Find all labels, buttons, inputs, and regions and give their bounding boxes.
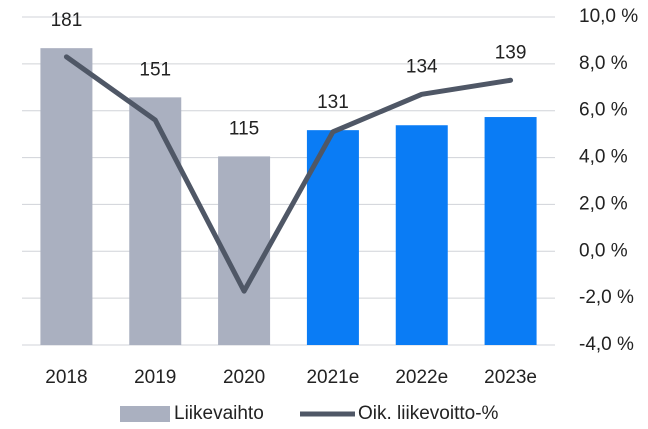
- x-tick-label: 2020: [223, 367, 265, 388]
- x-tick-label: 2018: [45, 367, 87, 388]
- bar: [218, 156, 271, 345]
- legend-label: Liikevaihto: [174, 403, 264, 424]
- bar-value-label: 181: [51, 10, 83, 31]
- bar-value-label: 115: [229, 118, 259, 139]
- bar-value-label: 134: [406, 56, 438, 77]
- bar: [484, 117, 537, 345]
- bar: [40, 48, 93, 345]
- y2-tick-label: 2,0 %: [579, 193, 628, 214]
- x-tick-label: 2021e: [306, 367, 359, 388]
- y2-tick-label: 6,0 %: [579, 100, 628, 121]
- bar-value-label: 151: [139, 59, 171, 80]
- x-tick-label: 2019: [134, 367, 176, 388]
- y2-tick-label: 10,0 %: [579, 6, 638, 27]
- line: [63, 54, 514, 294]
- x-tick-label: 2022e: [395, 367, 448, 388]
- legend-label: Oik. liikevoitto-%: [358, 403, 499, 424]
- legend-swatch: [120, 406, 170, 422]
- y2-tick-label: -4,0 %: [579, 334, 634, 355]
- bar: [129, 97, 182, 345]
- y2-tick-label: 8,0 %: [579, 53, 628, 74]
- bar-value-label: 139: [495, 42, 527, 63]
- y2-tick-label: 0,0 %: [579, 240, 628, 261]
- x-tick-label: 2023e: [484, 367, 537, 388]
- y2-tick-label: -2,0 %: [579, 287, 634, 308]
- bar: [395, 125, 448, 346]
- y2-tick-label: 4,0 %: [579, 147, 628, 168]
- bar-value-label: 131: [317, 92, 349, 113]
